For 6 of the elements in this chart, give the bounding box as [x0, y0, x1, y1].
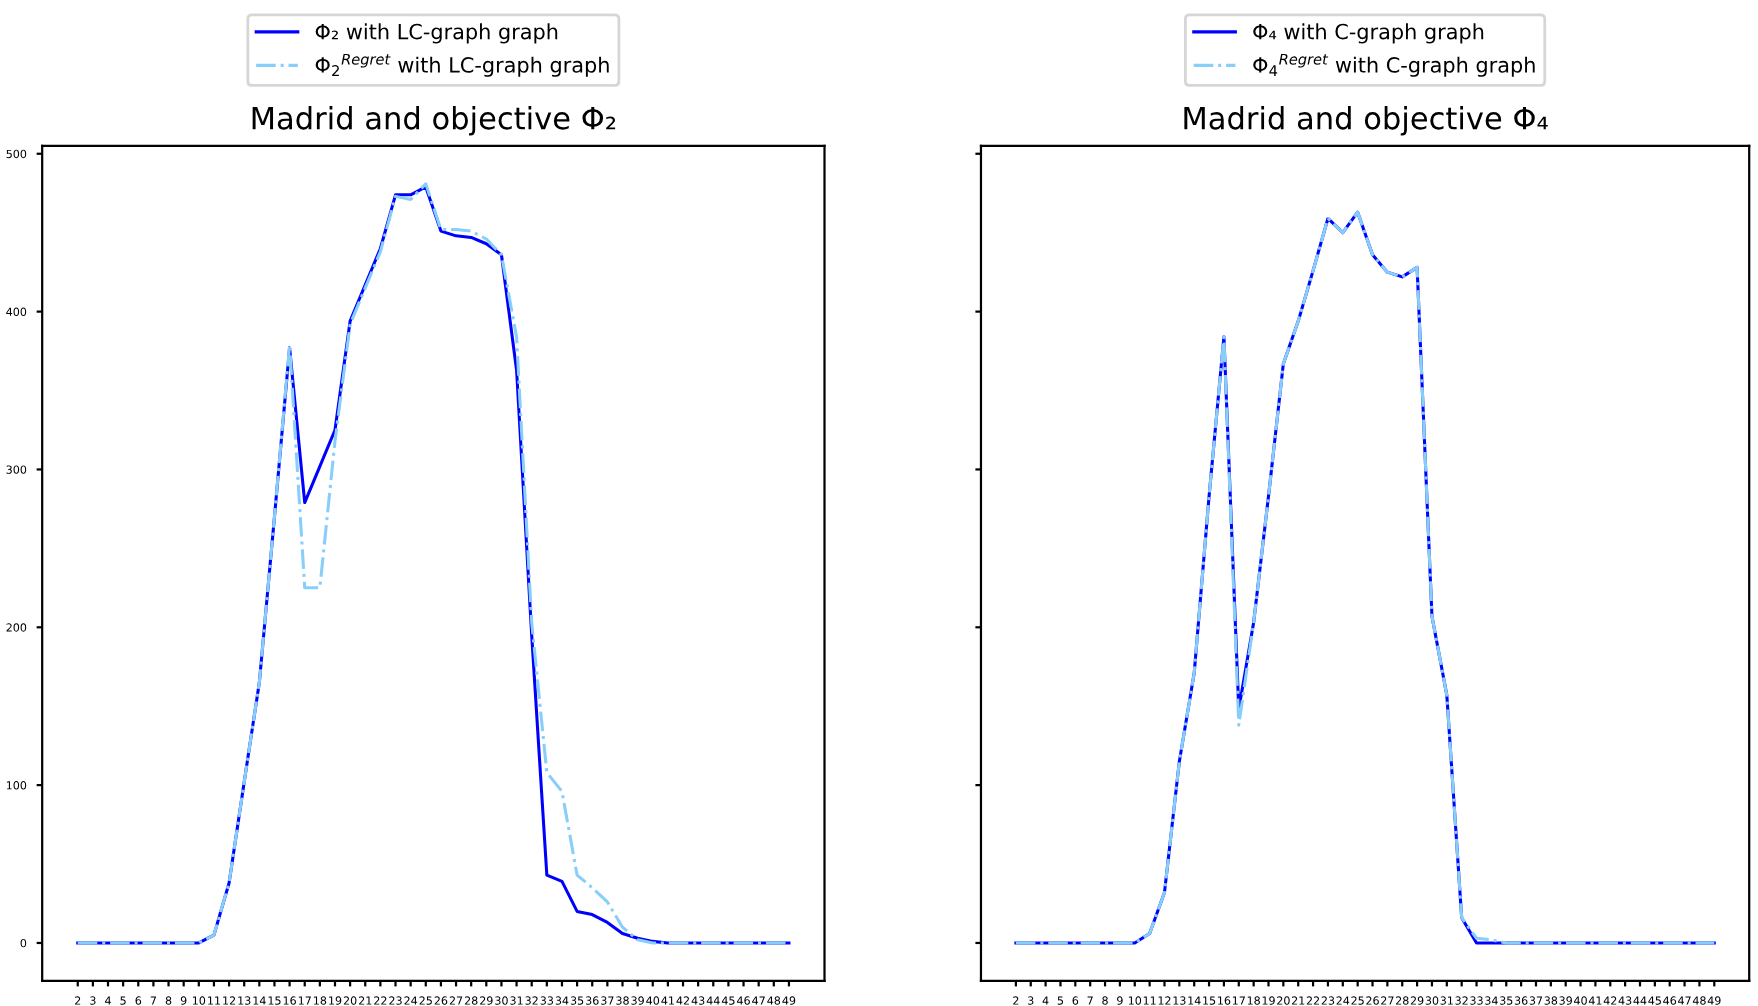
- legend-label: Φ₄ with C-graph graph: [1253, 23, 1484, 44]
- legend-label: Φ$_{2}$$^{Regret}$ with LC-graph graph: [315, 53, 609, 77]
- chart-title: Madrid and objective Φ₄: [1184, 105, 1548, 136]
- legend-label: Φ₂ with LC-graph graph: [315, 23, 558, 44]
- legend-label: Φ$_{4}$$^{Regret}$ with C-graph graph: [1253, 53, 1535, 77]
- chart-title: Madrid and objective Φ₂: [252, 105, 616, 136]
